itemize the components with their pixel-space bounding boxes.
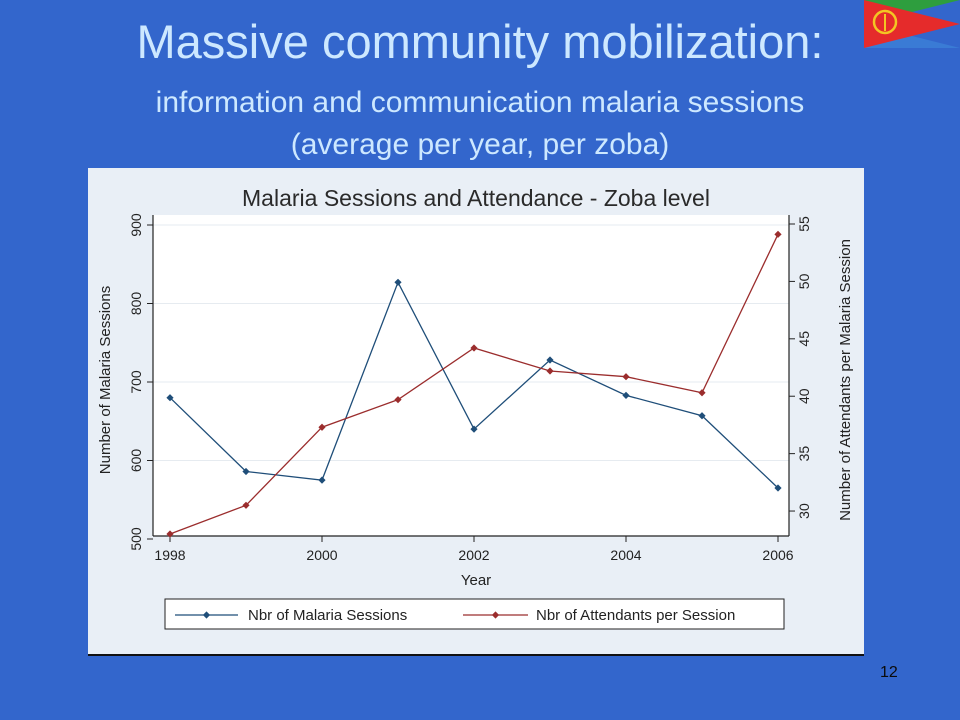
legend-box [164,598,785,630]
data-point [394,278,402,286]
plot-area [153,215,789,536]
eritrea-flag-icon [864,0,960,48]
data-point [242,501,250,509]
y-axis-label-left: Number of Malaria Sessions [97,286,114,474]
data-point [698,389,706,397]
y-tick-label-left: 800 [128,292,144,316]
page-number: 12 [880,664,898,681]
y-axis-label-right: Number of Attendants per Malaria Session [837,239,854,521]
grid-lines [153,224,789,540]
data-point [774,230,782,238]
slide-subtitle-line-2: (average per year, per zoba) [290,128,670,161]
y-tick-label-right: 40 [796,388,812,404]
y-tick-label-left: 700 [128,370,144,394]
legend-swatch-marker [491,611,500,619]
chart-title: Malaria Sessions and Attendance - Zoba l… [242,185,710,211]
data-point [318,476,326,484]
data-point [166,530,174,538]
data-point [166,394,174,402]
x-tick-label: 2000 [306,547,337,563]
y-tick-label-left: 900 [128,213,144,237]
legend-swatch-marker [202,611,211,619]
chart-panel: Malaria Sessions and Attendance - Zoba l… [88,168,864,656]
data-point [546,367,554,375]
y-tick-label-right: 30 [796,503,812,519]
slide-title: Massive community mobilization: [136,15,824,68]
data-point [318,423,326,431]
y-tick-label-right: 35 [796,446,812,462]
series-layer [166,230,782,538]
slide-subtitle-line-1: information and communication malaria se… [155,86,805,119]
x-tick-label: 1998 [154,547,185,563]
slide-subtitle: information and communication malaria se… [0,82,960,166]
x-tick-label: 2006 [762,547,793,563]
y-tick-label-left: 600 [128,449,144,473]
line-chart: Malaria Sessions and Attendance - Zoba l… [97,185,854,630]
y-tick-label-right: 50 [796,273,812,289]
y-tick-label-right: 55 [796,216,812,232]
data-point [470,425,478,433]
y-tick-label-right: 45 [796,331,812,347]
data-point [242,467,250,476]
x-axis-label: Year [461,572,491,589]
data-point [774,484,782,492]
tick-labels: 1998 2000 2002 2004 2006 500 600 700 800 900 30 35 4… [128,213,812,563]
y-tick-label-left: 500 [128,527,144,551]
chart-legend: Nbr of Malaria Sessions Nbr of Attendants… [164,598,785,630]
legend-entry: Nbr of Attendants per Session [463,607,735,624]
legend-label: Nbr of Malaria Sessions [248,607,407,624]
legend-label: Nbr of Attendants per Session [536,607,735,624]
plot-background [153,215,789,536]
x-tick-label: 2004 [610,547,641,563]
data-point [470,344,478,352]
legend-entry: Nbr of Malaria Sessions [175,607,407,624]
x-tick-label: 2002 [458,547,489,563]
axes [152,215,790,537]
data-point [698,412,706,420]
